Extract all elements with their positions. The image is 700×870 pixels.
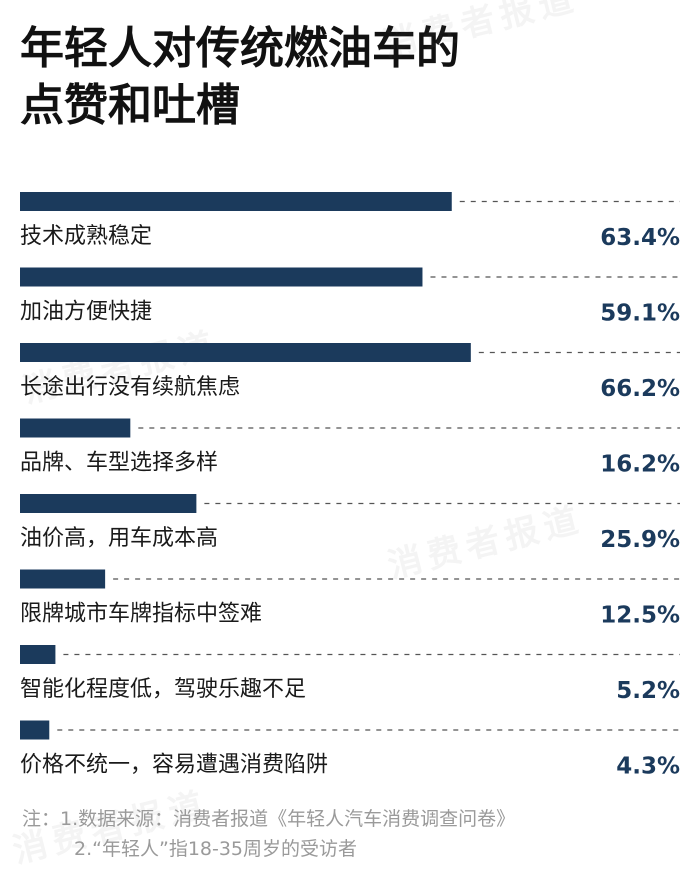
bar bbox=[20, 569, 106, 589]
bar bbox=[20, 645, 56, 664]
category-label: 长途出行没有续航焦虑 bbox=[20, 375, 240, 400]
title-line-1: 年轻人对传统燃油车的 bbox=[20, 23, 460, 74]
footnote-definition: 2.“年轻人”指18-35周岁的受访者 bbox=[74, 838, 358, 860]
bar bbox=[20, 494, 197, 513]
chart-title: 年轻人对传统燃油车的 点赞和吐槽 bbox=[20, 20, 660, 134]
category-label: 加油方便快捷 bbox=[20, 300, 152, 325]
category-label: 智能化程度低，驾驶乐趣不足 bbox=[20, 677, 306, 702]
title-line-2: 点赞和吐槽 bbox=[20, 80, 240, 131]
bar bbox=[20, 192, 452, 211]
footnotes: 注：1.数据来源：消费者报道《年轻人汽车消费调查问卷》 2.“年轻人”指18-3… bbox=[22, 804, 692, 864]
value-label: 16.2% bbox=[600, 452, 680, 478]
value-label: 59.1% bbox=[600, 301, 680, 327]
bar bbox=[20, 720, 50, 740]
value-label: 5.2% bbox=[616, 678, 680, 704]
value-label: 12.5% bbox=[600, 603, 680, 629]
value-label: 63.4% bbox=[600, 225, 680, 251]
category-label: 品牌、车型选择多样 bbox=[20, 451, 218, 476]
category-label: 限牌城市车牌指标中签难 bbox=[20, 602, 262, 627]
bar bbox=[20, 343, 471, 362]
value-label: 4.3% bbox=[616, 754, 680, 780]
category-label: 价格不统一，容易遭遇消费陷阱 bbox=[20, 753, 328, 778]
category-label: 技术成熟稳定 bbox=[20, 224, 152, 249]
value-label: 66.2% bbox=[600, 376, 680, 402]
value-label: 25.9% bbox=[600, 527, 680, 553]
bar bbox=[20, 418, 131, 438]
footnote-source: 注：1.数据来源：消费者报道《年轻人汽车消费调查问卷》 bbox=[22, 808, 516, 830]
category-label: 油价高，用车成本高 bbox=[20, 526, 218, 551]
bar bbox=[20, 267, 423, 287]
